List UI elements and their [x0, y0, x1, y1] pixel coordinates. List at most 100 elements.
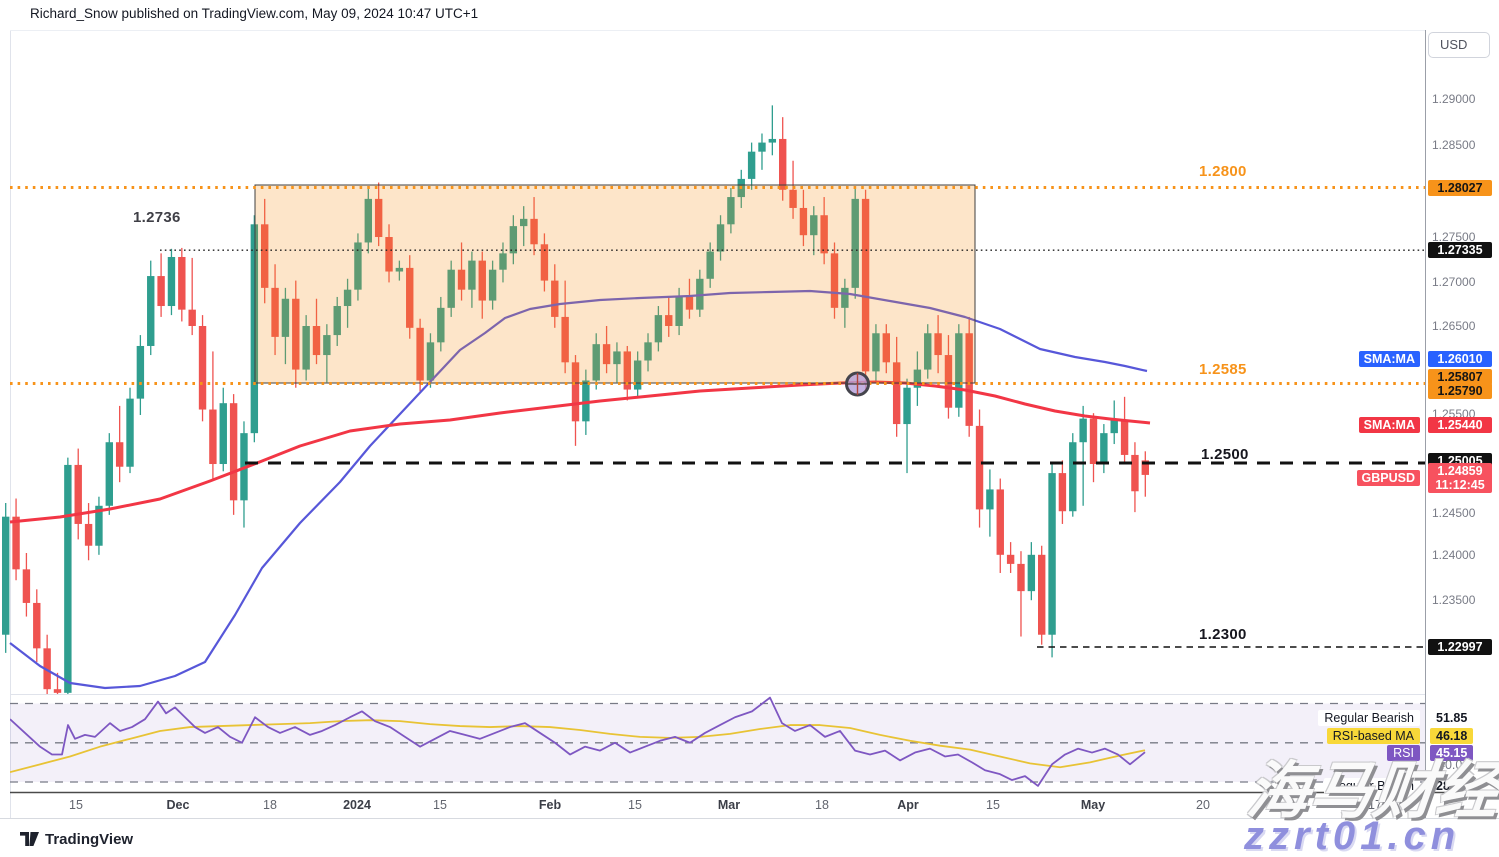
candle-body — [1131, 454, 1139, 492]
candle-body — [105, 442, 113, 506]
candle-body — [364, 198, 372, 243]
rsi-label-regular-bearish: Regular Bearish — [1318, 710, 1420, 726]
price-tick-1.29000: 1.29000 — [1432, 92, 1476, 106]
candle-body — [872, 333, 880, 372]
candle-body — [934, 333, 942, 356]
candle-body — [43, 648, 51, 690]
candle-body — [851, 198, 859, 288]
consolidation-box — [254, 184, 976, 384]
price-axis[interactable]: USD 1.29000 1.28500 1.27500 1.27000 1.26500 1… — [1425, 30, 1499, 818]
tradingview-branding[interactable]: TradingView — [20, 831, 133, 848]
candle-body — [571, 362, 580, 422]
candle-body — [665, 315, 673, 326]
level-label-1.2736: 1.2736 — [133, 209, 181, 226]
candle-body — [944, 355, 953, 408]
candle-body — [623, 351, 631, 390]
candle-body — [53, 689, 62, 693]
candle-body — [841, 287, 849, 308]
candle-body — [1100, 433, 1108, 465]
candle-body — [1069, 442, 1077, 512]
candle-body — [613, 351, 621, 365]
candle-body — [758, 142, 766, 152]
candle-body — [1120, 420, 1129, 455]
sma-slow-line — [9, 380, 1151, 524]
time-axis[interactable]: 15 Dec 18 2024 15 Feb 15 Mar 18 Apr 15 May 20 Jun 17 — [0, 793, 1499, 818]
candle-body — [602, 344, 611, 365]
time-label-apr: Apr — [897, 798, 919, 812]
price-badge-1.25440: 1.25440 — [1428, 417, 1492, 433]
level-label-1.2300: 1.2300 — [1199, 626, 1247, 643]
candle-body — [447, 269, 455, 308]
tradingview-brand-text: TradingView — [45, 831, 134, 848]
candle-body — [219, 403, 227, 465]
candle-body — [157, 276, 165, 307]
price-badge-1.26010: 1.26010 — [1428, 351, 1492, 367]
candle-body — [374, 198, 383, 238]
candle-body — [955, 333, 963, 408]
candle-body — [903, 387, 911, 425]
time-label-15: 15 — [986, 798, 1000, 812]
candle-body — [22, 569, 31, 603]
candle-body — [333, 306, 341, 336]
level-label-1.2585: 1.2585 — [1199, 361, 1247, 378]
candle-body — [395, 267, 404, 272]
candle-body — [1110, 420, 1118, 434]
candle-body — [323, 335, 331, 356]
candle-body — [167, 256, 176, 307]
price-tick-1.28500: 1.28500 — [1432, 138, 1476, 152]
candle-body — [499, 253, 507, 270]
candle-body — [64, 464, 72, 693]
rsi-value-28.29: 28.29 — [1436, 779, 1468, 793]
candle-body — [1038, 554, 1046, 635]
price-tick-1.27500: 1.27500 — [1432, 230, 1476, 244]
time-label-mar: Mar — [717, 798, 741, 812]
candle-body — [716, 224, 725, 252]
candle-body — [727, 197, 735, 225]
candle-body — [84, 523, 93, 546]
candle-body — [861, 198, 870, 372]
candle-body — [12, 516, 20, 570]
candle-body — [582, 380, 590, 422]
candle-body — [426, 342, 435, 381]
candle-body — [924, 333, 932, 370]
time-label-17: 17 — [1368, 798, 1382, 812]
candle-body — [747, 151, 756, 179]
price-tick-1.24000: 1.24000 — [1432, 548, 1476, 562]
candle-body — [892, 362, 901, 425]
candle-body — [178, 256, 186, 310]
level-label-1.2800: 1.2800 — [1199, 163, 1247, 180]
rsi-value-46.18: 46.18 — [1430, 728, 1474, 744]
rsi-scale-40.00: 40.00 — [1438, 758, 1470, 772]
candle-body — [592, 344, 600, 381]
time-label-20: 20 — [1196, 798, 1210, 812]
candle-body — [830, 253, 839, 308]
time-label-15: 15 — [433, 798, 447, 812]
candle-body — [996, 489, 1004, 555]
price-tick-1.23500: 1.23500 — [1432, 593, 1476, 607]
candle-body — [986, 489, 994, 510]
candle-body — [437, 307, 445, 343]
candle-body — [302, 326, 310, 370]
candle-body — [768, 138, 777, 143]
tradingview-logo-icon — [20, 832, 39, 846]
candle-body — [292, 298, 300, 370]
candle-body — [136, 345, 145, 399]
price-badge-1.28027: 1.28027 — [1428, 180, 1492, 196]
tag-pill-smama: SMA:MA — [1358, 351, 1420, 367]
candle-body — [1017, 563, 1025, 592]
candle-body — [2, 516, 10, 635]
candle-body — [509, 226, 518, 254]
candle-body — [1048, 473, 1056, 635]
candle-body — [406, 267, 414, 328]
rsi-value-45.15: 45.15 — [1430, 745, 1474, 761]
candle-body — [530, 218, 538, 245]
candle-body — [779, 138, 787, 190]
candle-body — [675, 296, 683, 326]
rsi-line — [10, 696, 1146, 787]
candle-body — [540, 244, 549, 281]
candle-body — [385, 237, 393, 272]
candle-body — [478, 260, 486, 301]
currency-toggle-button[interactable]: USD — [1428, 32, 1490, 58]
rsi-ma-line — [10, 719, 1146, 774]
